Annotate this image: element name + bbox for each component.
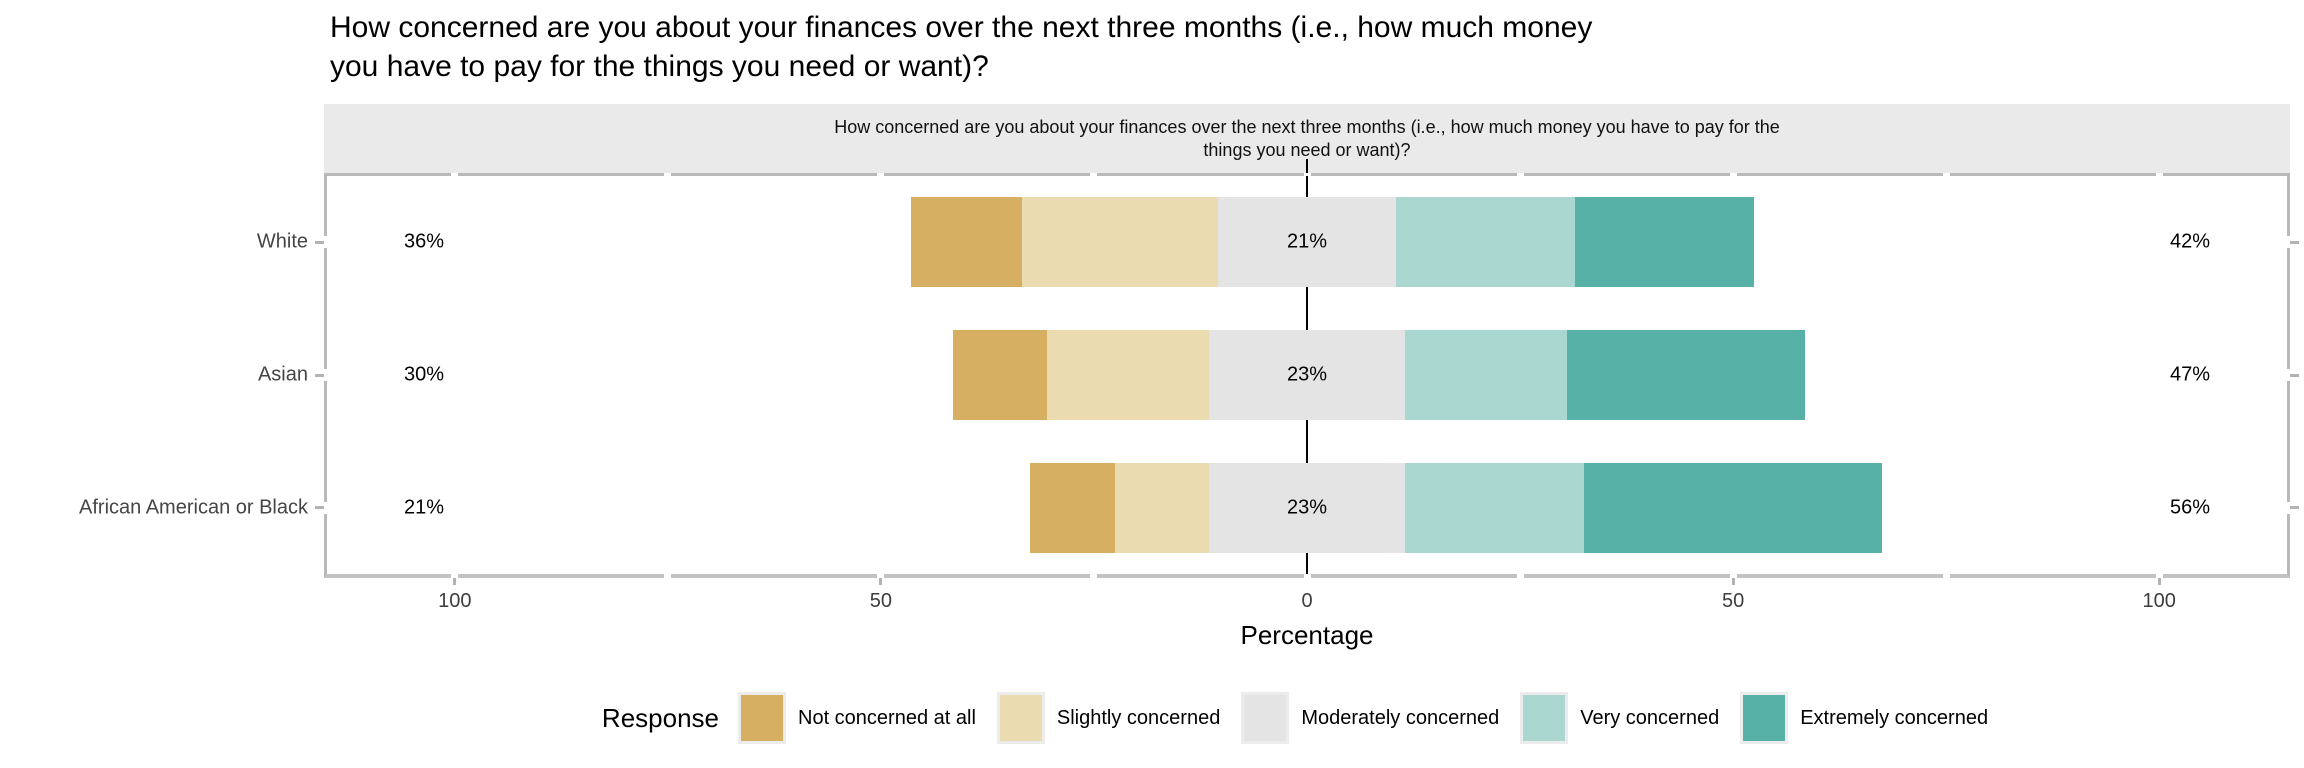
y-tick-break (2287, 501, 2290, 514)
y-tick-break (324, 501, 327, 514)
y-tick (2290, 506, 2299, 510)
x-tick-break (1090, 173, 1098, 176)
y-tick (2290, 373, 2299, 377)
x-tick-break (1516, 574, 1524, 578)
mid-percent-label: 23% (1286, 363, 1328, 386)
bar-segment (1404, 462, 1584, 553)
legend-title: Response (601, 702, 719, 733)
x-tick-label: 50 (1721, 590, 1745, 612)
mid-percent-label: 23% (1286, 496, 1328, 519)
bar-segment (1030, 462, 1116, 553)
bar-segment (1404, 330, 1567, 420)
y-tick-break (324, 236, 327, 249)
low-percent-label: 36% (403, 230, 445, 253)
mid-percent-label: 21% (1286, 230, 1328, 253)
x-tick-label: 50 (869, 590, 893, 612)
y-axis-label: African American or Black (79, 496, 308, 519)
y-tick (315, 506, 324, 510)
bar-segment (1047, 330, 1209, 420)
bar-segment (1115, 462, 1209, 553)
bar-segment (1217, 197, 1397, 288)
y-axis-label: Asian (257, 363, 308, 386)
legend-item: Very concerned (1523, 695, 1719, 741)
likert-bar (1030, 462, 1883, 553)
low-percent-label: 30% (403, 363, 445, 386)
x-tick (1731, 578, 1735, 585)
x-tick-break (1942, 173, 1950, 176)
bar-segment (1021, 197, 1218, 288)
legend-item-label: Not concerned at all (798, 706, 976, 729)
x-tick-break (1303, 173, 1311, 176)
high-percent-label: 47% (2169, 363, 2211, 386)
legend-item: Moderately concerned (1244, 695, 1499, 741)
likert-bar (910, 197, 1755, 288)
x-tick (879, 578, 883, 585)
legend: Response Not concerned at all Slightly co… (324, 688, 2290, 748)
x-tick-break (1729, 574, 1737, 578)
y-tick (2290, 240, 2299, 244)
bar-segment (910, 197, 1022, 288)
bar-segment (1396, 197, 1576, 288)
legend-item: Extremely concerned (1743, 695, 1988, 741)
x-tick-label: 100 (438, 590, 472, 612)
bar-segment (1575, 197, 1755, 288)
bar-segment (1566, 330, 1806, 420)
legend-item-label: Moderately concerned (1301, 706, 1500, 729)
panel: White 36% 21% 42% Asian 30% 23% 47% African Amer… (79, 159, 2299, 650)
high-percent-label: 42% (2169, 230, 2211, 253)
legend-item-label: Very concerned (1580, 706, 1720, 729)
bar-segment (1208, 462, 1405, 553)
x-tick-break (1942, 574, 1950, 578)
x-tick-label: 100 (2142, 590, 2176, 612)
legend-swatch (1244, 695, 1287, 741)
high-percent-label: 56% (2169, 496, 2211, 519)
bar-segment (953, 330, 1048, 420)
x-tick-break (1516, 173, 1524, 176)
x-tick (2157, 578, 2161, 585)
legend-swatch (1523, 695, 1566, 741)
legend-item: Slightly concerned (999, 695, 1221, 741)
bar-segment (1583, 462, 1883, 553)
y-tick-break (2287, 369, 2290, 381)
y-axis-label: White (256, 230, 308, 253)
x-tick-label: 0 (1301, 590, 1313, 612)
bar-segment (1208, 330, 1405, 420)
legend-swatch (1743, 695, 1786, 741)
legend-swatch (741, 695, 783, 741)
x-tick-break (877, 574, 885, 578)
likert-bar (953, 330, 1806, 420)
legend-swatch (999, 695, 1042, 741)
x-tick (453, 578, 457, 585)
x-tick-break (1729, 173, 1737, 176)
x-tick-break (2155, 574, 2163, 578)
x-tick-break (451, 574, 459, 578)
x-axis-title: Percentage (1240, 620, 1374, 650)
x-tick-break (1303, 574, 1311, 578)
chart-title: How concerned are you about your finance… (330, 11, 1593, 83)
legend-item-label: Extremely concerned (1800, 706, 1989, 729)
y-tick-break (2287, 236, 2290, 249)
low-percent-label: 21% (403, 496, 445, 519)
x-tick-break (664, 574, 672, 578)
x-tick-break (451, 173, 459, 176)
y-tick (315, 240, 324, 244)
legend-item-label: Slightly concerned (1056, 706, 1221, 729)
y-tick-break (324, 369, 327, 381)
y-tick (315, 373, 324, 377)
x-tick-break (2155, 173, 2163, 176)
x-tick-break (1090, 574, 1098, 578)
legend-item: Not concerned at all (741, 695, 976, 741)
x-tick-break (664, 173, 672, 176)
x-tick-break (877, 173, 885, 176)
